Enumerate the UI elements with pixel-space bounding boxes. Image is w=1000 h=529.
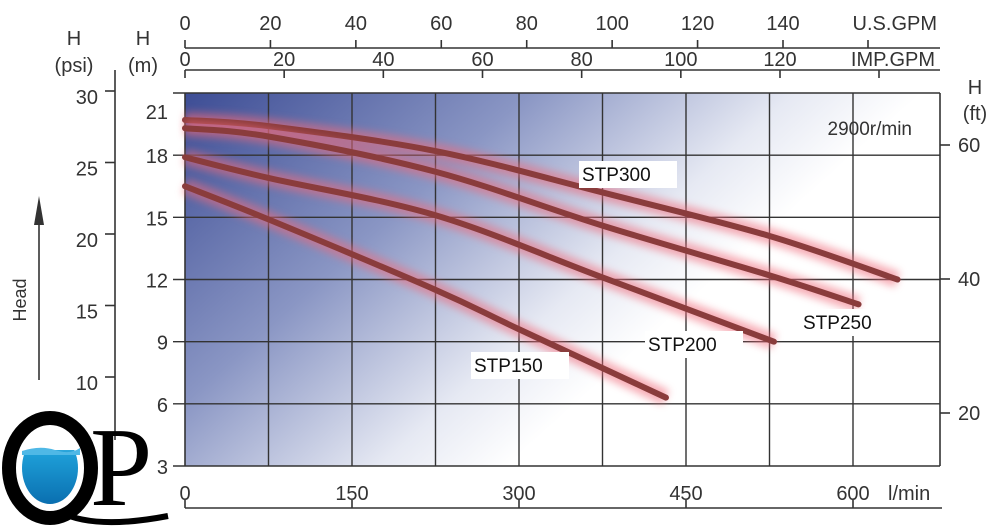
series-label-bg: [471, 352, 569, 379]
curve-stp300: [182, 116, 901, 283]
y-tick-label-psi: 20: [76, 230, 98, 252]
curve-stp150: [182, 183, 669, 401]
series-label-stp150: STP150: [474, 356, 543, 377]
us-gpm-tick-label: 0: [179, 13, 190, 35]
curves: STP300 STP250 STP200 STP150: [182, 111, 901, 405]
y-tick-label-psi: 25: [76, 159, 98, 181]
y-tick-label-psi: 30: [76, 87, 98, 109]
series-label-stp200: STP200: [648, 335, 717, 356]
x-tick-label: 450: [669, 483, 702, 505]
y-axis-unit-psi: (psi): [55, 55, 94, 77]
y-tick-label-m: 15: [146, 208, 168, 230]
y-axis-label-head: Head: [10, 278, 30, 321]
y-axis-unit-m: (m): [128, 55, 158, 77]
y-tick-label-m: 12: [146, 271, 168, 293]
us-gpm-tick-label: 140: [766, 13, 799, 35]
imp-gpm-tick-label: 120: [763, 49, 796, 71]
imp-gpm-tick-label: 80: [571, 49, 593, 71]
us-gpm-tick-label: 120: [681, 13, 714, 35]
us-gpm-tick-label: 80: [516, 13, 538, 35]
series-label-bg: [800, 309, 898, 336]
y-tick-label-ft: 20: [958, 403, 980, 425]
x-tick-label: 300: [502, 483, 535, 505]
y-tick-label-m: 21: [146, 102, 168, 124]
x-tick-label: 150: [335, 483, 368, 505]
y-axis-title-m: H: [136, 28, 150, 50]
y-tick-label-ft: 60: [958, 135, 980, 157]
axis-texts: 21 18 15 12 9 6 3 H (m) 30 25 20 15 10 H (psi) Head 60 40 2…: [10, 13, 987, 505]
imp-gpm-tick-label: 20: [273, 49, 295, 71]
qp-logo: P: [2, 406, 169, 529]
series-label-stp300: STP300: [582, 165, 651, 186]
x-tick-label: 0: [179, 483, 190, 505]
us-gpm-label: U.S.GPM: [853, 13, 937, 35]
x-axis-unit: l/min: [888, 483, 930, 505]
y-tick-label-m: 6: [157, 395, 168, 417]
series-label-bg: [579, 161, 677, 188]
series-label-stp250: STP250: [803, 313, 872, 334]
y-tick-label-ft: 40: [958, 269, 980, 291]
us-gpm-tick-label: 20: [259, 13, 281, 35]
x-tick-label: 600: [836, 483, 869, 505]
y-tick-label-m: 9: [157, 333, 168, 355]
y-tick-label-psi: 10: [76, 373, 98, 395]
us-gpm-tick-label: 40: [345, 13, 367, 35]
imp-gpm-tick-label: 40: [372, 49, 394, 71]
svg-text:P: P: [90, 406, 152, 529]
imp-gpm-label: IMP.GPM: [851, 49, 935, 71]
y-tick-label-psi: 15: [76, 302, 98, 324]
y-tick-label-m: 18: [146, 146, 168, 168]
imp-gpm-tick-label: 60: [471, 49, 493, 71]
curve-stp200: [182, 154, 777, 345]
y-tick-label-m: 3: [157, 457, 168, 479]
us-gpm-tick-label: 60: [430, 13, 452, 35]
imp-gpm-tick-label: 100: [664, 49, 697, 71]
y-axis-title-psi: H: [67, 28, 81, 50]
series-label-bg: [645, 331, 743, 358]
y-axis-title-ft: H: [968, 77, 982, 99]
us-gpm-tick-label: 100: [595, 13, 628, 35]
head-arrow-icon: [34, 196, 44, 225]
y-axis-unit-ft: (ft): [963, 103, 987, 125]
axes: [34, 40, 950, 509]
imp-gpm-tick-label: 0: [179, 49, 190, 71]
curve-stp250: [182, 125, 862, 308]
speed-annotation: 2900r/min: [828, 119, 913, 140]
